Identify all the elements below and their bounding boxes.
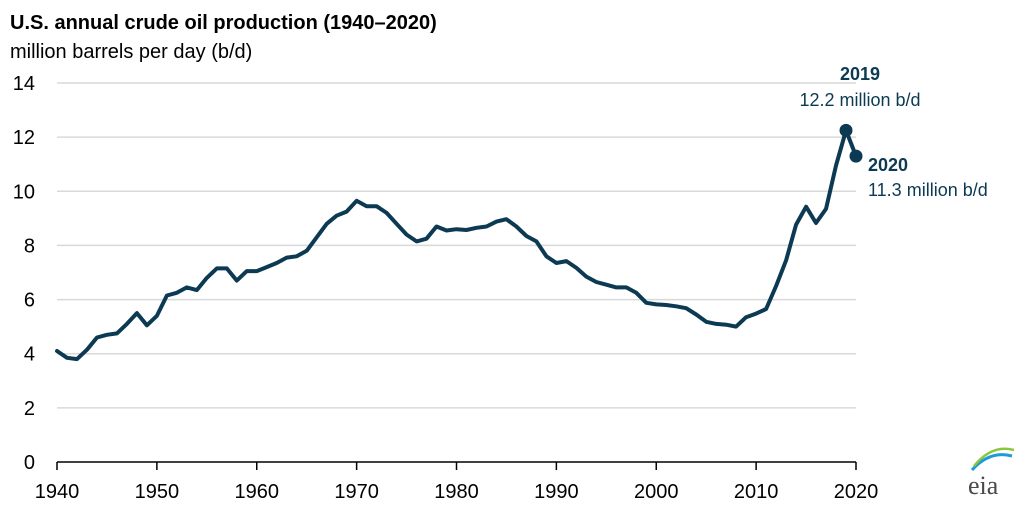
x-tick-labels: 1940 1950 1960 1970 1980 1990 2000 2010 2020 <box>35 481 879 503</box>
annotations: 2019 12.2 million b/d 2020 11.3 million … <box>799 64 987 200</box>
logo-arc-green <box>973 447 1015 467</box>
y-tick-label: 10 <box>13 181 35 203</box>
y-tick-label: 12 <box>13 127 35 149</box>
x-tick-label: 2000 <box>634 481 679 503</box>
x-tick-label: 1990 <box>534 481 579 503</box>
data-point-marker-2020 <box>849 149 863 163</box>
markers <box>839 123 863 163</box>
y-tick-labels: 0 2 4 6 8 10 12 14 <box>13 73 35 474</box>
y-tick-label: 8 <box>24 235 35 257</box>
x-tick-label: 1940 <box>35 481 80 503</box>
y-tick-label: 6 <box>24 290 35 312</box>
series-layer <box>55 128 858 362</box>
x-tick-label: 1950 <box>135 481 180 503</box>
annotation-2019-year: 2019 <box>840 64 880 84</box>
x-tick-label: 1970 <box>334 481 379 503</box>
y-tick-label: 4 <box>24 344 35 366</box>
eia-logo-icon <box>970 447 1015 472</box>
y-tick-label: 14 <box>13 73 35 95</box>
x-tick-label: 1960 <box>235 481 280 503</box>
production-line <box>55 128 858 362</box>
y-tick-label: 0 <box>24 452 35 474</box>
y-tick-label: 2 <box>24 398 35 420</box>
logo-arc-blue <box>970 453 1013 472</box>
annotation-2020-value: 11.3 million b/d <box>868 180 988 200</box>
x-tick-label: 2020 <box>834 481 879 503</box>
grid-lines <box>57 82 856 409</box>
chart-title: U.S. annual crude oil production (1940–2… <box>10 12 437 34</box>
eia-logo-text: eia <box>968 471 999 500</box>
data-point-marker-2019 <box>839 123 853 137</box>
eia-logo: eia <box>968 447 1015 500</box>
annotation-2020-year: 2020 <box>868 155 908 175</box>
axes <box>56 461 857 470</box>
x-tick-label: 2010 <box>734 481 779 503</box>
y-axis-label: million barrels per day (b/d) <box>10 41 253 63</box>
x-tick-label: 1980 <box>434 481 479 503</box>
annotation-2019-value: 12.2 million b/d <box>799 90 920 110</box>
